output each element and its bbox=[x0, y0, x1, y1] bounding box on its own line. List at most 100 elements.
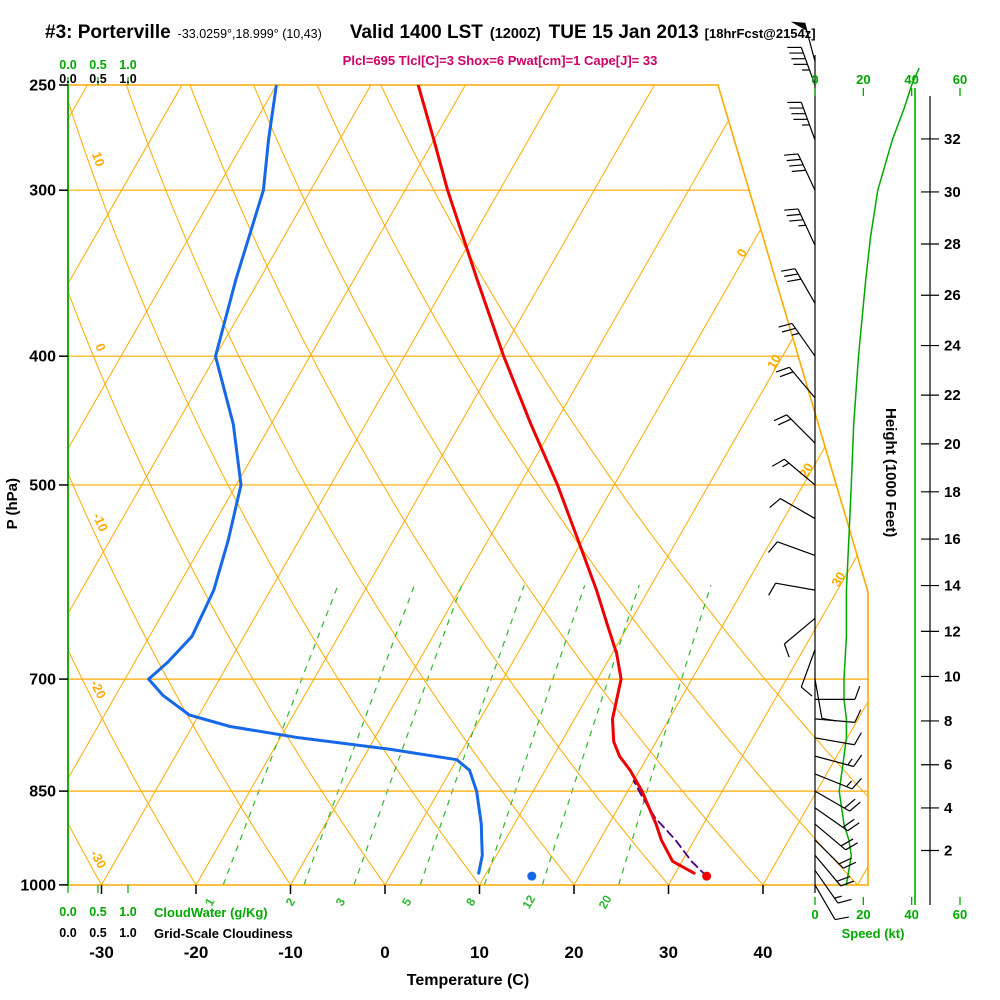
wind-barb bbox=[814, 839, 857, 869]
wind-barb-tick bbox=[821, 717, 836, 722]
wind_speed-curve bbox=[838, 67, 920, 886]
wind-barb bbox=[783, 617, 816, 658]
sounding-profiles bbox=[147, 67, 920, 886]
wind-barb-tick bbox=[767, 541, 778, 553]
isotherm-line bbox=[68, 85, 183, 885]
cloudwater-scale-label: 0.0 bbox=[59, 905, 76, 919]
wind-barb-tick bbox=[781, 268, 796, 272]
wind-barb-staff bbox=[814, 773, 853, 790]
dry-adiabat-line bbox=[68, 85, 489, 885]
isotherm-label: 20 bbox=[796, 460, 816, 480]
wind-barb-tick bbox=[834, 916, 849, 921]
wind-barb-tick bbox=[840, 838, 854, 847]
wind-barb-tick bbox=[769, 498, 781, 509]
adiabat-label: -10 bbox=[90, 510, 111, 533]
speed-tick-label: 20 bbox=[856, 907, 870, 922]
mixing-ratio-line bbox=[353, 585, 463, 885]
wind-barb-tick bbox=[778, 322, 793, 328]
wind-barb-staff bbox=[786, 414, 816, 444]
temperature-tick-label: -20 bbox=[184, 943, 209, 962]
cloudiness-scale-label: 0.0 bbox=[59, 926, 76, 940]
surface-temperature-dot bbox=[702, 871, 712, 881]
valid-time: Valid 1400 LST bbox=[349, 22, 483, 43]
wind-barb-staff bbox=[800, 102, 816, 141]
isotherm-line bbox=[668, 85, 868, 885]
wind-barb-staff bbox=[783, 458, 816, 486]
wind-barb bbox=[773, 414, 816, 444]
wind-barb-staff bbox=[814, 737, 855, 746]
wind-barb bbox=[814, 773, 862, 790]
cloudiness-axis-title: Grid-Scale Cloudiness bbox=[154, 926, 293, 941]
height-tick-label: 16 bbox=[944, 531, 961, 548]
wind-barb-tick bbox=[784, 153, 799, 156]
wind-barb-staff bbox=[814, 790, 850, 812]
wind-barb-staff bbox=[804, 22, 816, 62]
wind-barb-tick bbox=[844, 798, 856, 809]
cloudwater-scale-label: 1.0 bbox=[119, 905, 136, 919]
mixing-ratio-label: 20 bbox=[596, 892, 615, 911]
wind-barb bbox=[814, 854, 855, 887]
cloudwater-scale-label: 0.5 bbox=[89, 58, 106, 72]
pressure-tick-label: 850 bbox=[29, 784, 56, 801]
wind-barb-flag bbox=[790, 21, 807, 31]
wind-barb-staff bbox=[814, 839, 844, 869]
height-axis-title: Height (1000 Feet) bbox=[882, 408, 899, 538]
isotherm-label: 10 bbox=[764, 352, 784, 372]
mixing-ratio-label: 5 bbox=[399, 895, 415, 908]
wind-barb-staff bbox=[814, 678, 823, 719]
wind-barb bbox=[787, 101, 816, 141]
cloudwater-scale-label: 0.5 bbox=[89, 905, 106, 919]
wind-barb-tick bbox=[791, 169, 806, 173]
adiabat-label: 0 bbox=[92, 341, 109, 353]
adiabat-label: -30 bbox=[87, 847, 109, 871]
station-title: #3: Porterville bbox=[45, 22, 171, 43]
speed-tick-label: 0 bbox=[811, 72, 818, 87]
right-axes: 0020204040606024681012141618202224262830… bbox=[811, 72, 967, 922]
wind-barb-tick bbox=[784, 273, 799, 277]
wind-barb bbox=[784, 153, 816, 191]
isotherm-line bbox=[762, 85, 868, 885]
dry-adiabat-line bbox=[68, 85, 299, 885]
wind-barb-staff bbox=[814, 807, 849, 832]
plot-frame bbox=[67, 77, 869, 893]
adiabat-label: -20 bbox=[87, 678, 109, 702]
mixing-ratio-line bbox=[419, 585, 525, 885]
wind-barb bbox=[784, 208, 816, 246]
mixing-ratio-line bbox=[618, 585, 712, 885]
wind-barb-tick bbox=[786, 213, 801, 217]
pressure-tick-label: 700 bbox=[29, 672, 56, 689]
wind-barb-tick bbox=[854, 685, 861, 700]
station-coords: -33.0259°,18.999° (10,43) bbox=[177, 27, 322, 41]
wind-barb-tick bbox=[800, 686, 813, 697]
wind-barb-staff bbox=[800, 47, 816, 86]
surface-dewpoint-dot bbox=[527, 871, 537, 881]
wind-barb-staff bbox=[780, 498, 816, 520]
wind-barb-staff bbox=[797, 153, 816, 191]
speed-tick-label: 20 bbox=[856, 72, 870, 87]
temperature-tick-label: 10 bbox=[470, 943, 489, 962]
wind-barb-tick bbox=[791, 332, 800, 336]
adiabat-label: 10 bbox=[89, 150, 108, 169]
pressure-tick-label: 250 bbox=[29, 78, 56, 95]
wind-barb bbox=[771, 458, 816, 486]
dry-adiabat-line bbox=[117, 85, 584, 885]
cloudiness-scale-label: 0.5 bbox=[89, 72, 106, 86]
mixing-ratio-label: 2 bbox=[283, 895, 299, 908]
height-tick-label: 28 bbox=[944, 236, 961, 253]
wind-barb bbox=[814, 884, 849, 921]
wind-barb bbox=[767, 541, 816, 557]
cloudwater-scale-label: 1.0 bbox=[119, 58, 136, 72]
isotherm-label: 30 bbox=[828, 569, 848, 589]
wind-barb-tick bbox=[789, 219, 804, 222]
cloudiness-scale-label: 1.0 bbox=[119, 926, 136, 940]
wind-barb-tick bbox=[783, 643, 790, 658]
cloudiness-scale-label: 0.0 bbox=[59, 72, 76, 86]
wind-barb-staff bbox=[775, 582, 816, 591]
valid-zulu: (1200Z) bbox=[489, 26, 541, 42]
mixing-ratio-line bbox=[303, 585, 415, 885]
height-tick-label: 2 bbox=[944, 842, 952, 859]
wind-barb bbox=[790, 21, 816, 62]
mixing-ratio-line bbox=[222, 585, 339, 885]
